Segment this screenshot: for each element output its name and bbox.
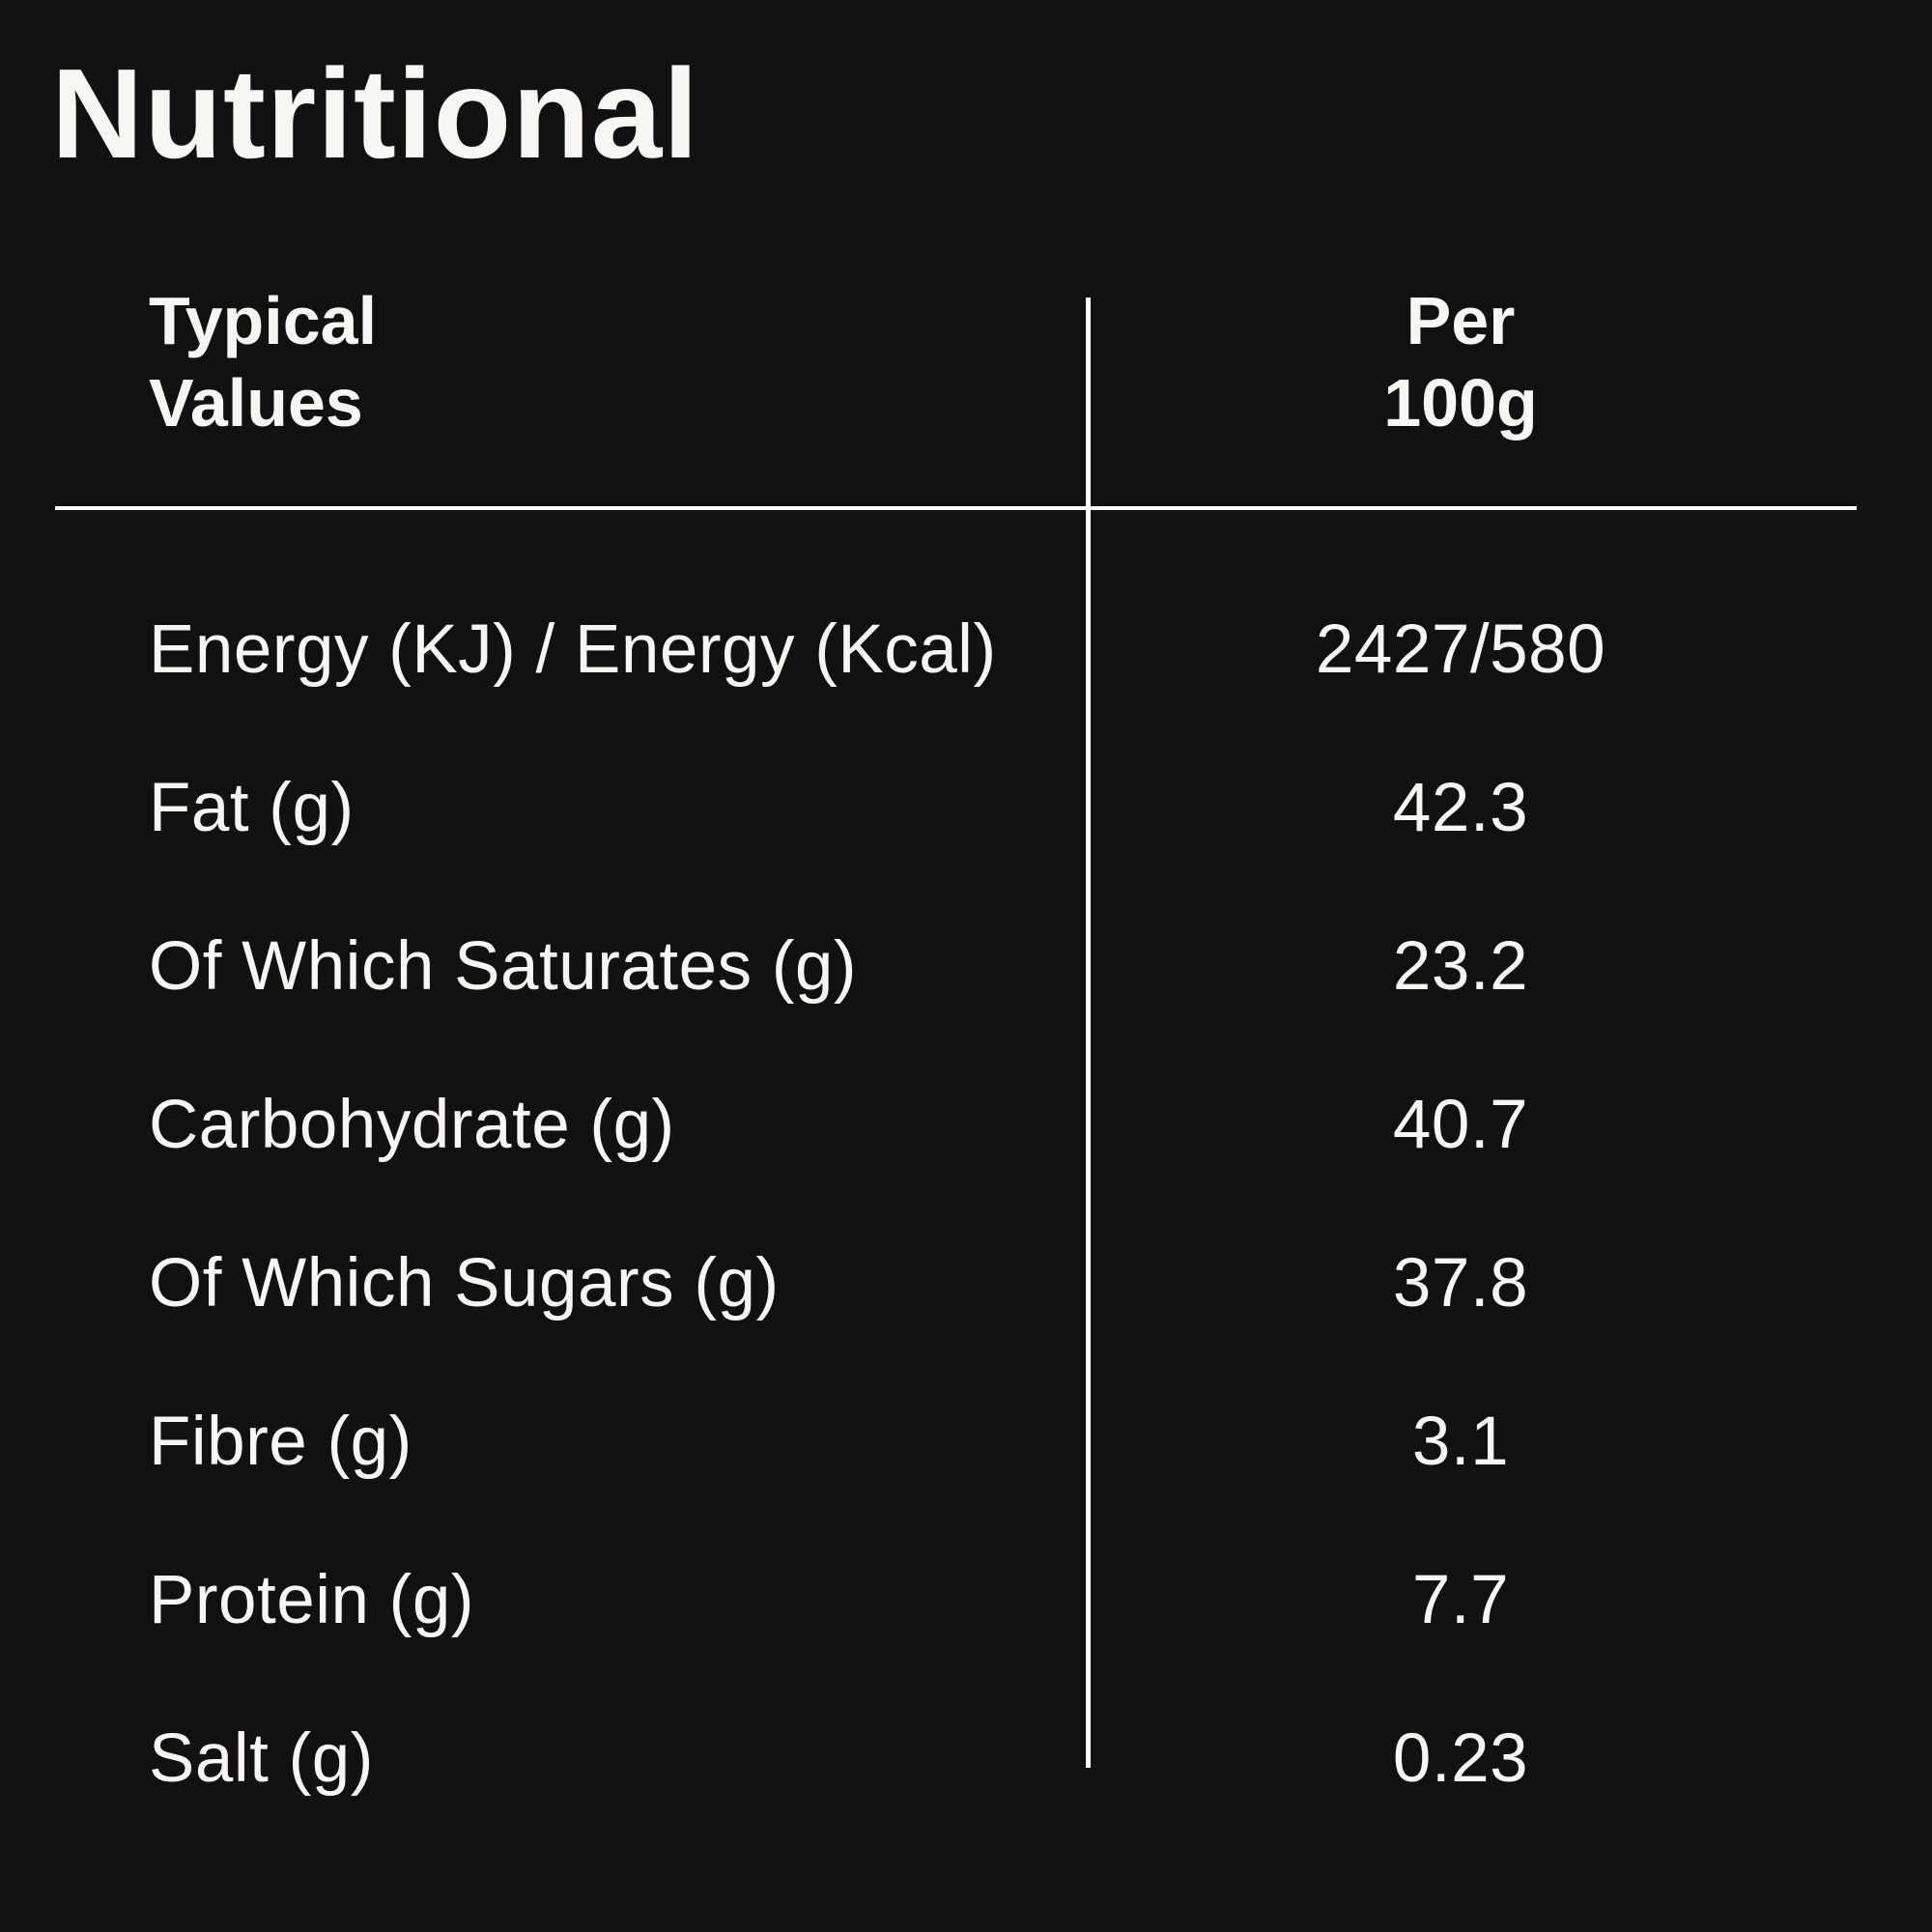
column-header-per-100g: Per 100g (1383, 283, 1538, 440)
row-value: 37.8 (1392, 1244, 1529, 1321)
row-label: Protein (g) (149, 1561, 474, 1638)
row-value: 40.7 (1392, 1086, 1529, 1163)
table-row-saturates: Of Which Saturates (g) 23.2 (55, 887, 1857, 1045)
row-label: Fat (g) (149, 769, 355, 846)
row-value: 3.1 (1411, 1403, 1510, 1480)
table-row-fat: Fat (g) 42.3 (55, 728, 1857, 887)
column-header-typical-values: Typical Values (149, 283, 378, 440)
row-value: 23.2 (1392, 927, 1529, 1005)
row-label: Of Which Sugars (g) (149, 1244, 780, 1321)
row-label: Fibre (g) (149, 1403, 412, 1480)
row-label: Carbohydrate (g) (149, 1086, 675, 1163)
table-row-sugars: Of Which Sugars (g) 37.8 (55, 1204, 1857, 1362)
row-label: Of Which Saturates (g) (149, 927, 858, 1005)
table-row-salt: Salt (g) 0.23 (55, 1679, 1857, 1837)
table-row-energy: Energy (KJ) / Energy (Kcal) 2427/580 (55, 570, 1857, 728)
row-value: 7.7 (1411, 1561, 1510, 1638)
row-value: 2427/580 (1315, 611, 1606, 688)
row-label: Energy (KJ) / Energy (Kcal) (149, 611, 997, 688)
table-row-protein: Protein (g) 7.7 (55, 1520, 1857, 1679)
horizontal-divider (55, 506, 1857, 510)
row-value: 42.3 (1392, 769, 1529, 846)
vertical-divider (1086, 298, 1091, 1768)
row-value: 0.23 (1392, 1719, 1529, 1797)
table-row-fibre: Fibre (g) 3.1 (55, 1362, 1857, 1520)
nutrition-table: Energy (KJ) / Energy (Kcal) 2427/580 Fat… (55, 570, 1857, 1837)
table-row-carbohydrate: Carbohydrate (g) 40.7 (55, 1045, 1857, 1204)
row-label: Salt (g) (149, 1719, 374, 1797)
page-title: Nutritional (51, 43, 699, 185)
